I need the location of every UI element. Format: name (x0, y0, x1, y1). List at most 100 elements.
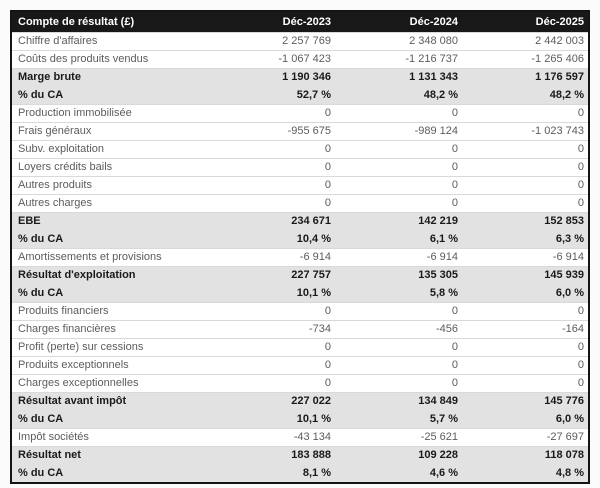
cell-value: 0 (335, 140, 462, 159)
cell-value: 4,8 % (462, 464, 589, 483)
row-label: Autres charges (11, 194, 208, 213)
cell-value: 1 190 346 (208, 68, 335, 87)
income-statement-table: Compte de résultat (£) Déc-2023 Déc-2024… (10, 10, 590, 484)
row-label: % du CA (11, 284, 208, 303)
cell-value: 0 (462, 176, 589, 195)
cell-value: 227 022 (208, 392, 335, 411)
row-label: % du CA (11, 86, 208, 105)
cell-value: -1 023 743 (462, 122, 589, 141)
cell-value: 0 (208, 104, 335, 123)
table-row: % du CA 10,1 % 5,8 % 6,0 % (11, 284, 589, 303)
cell-value: 0 (462, 104, 589, 123)
cell-value: 0 (335, 194, 462, 213)
row-label: Autres produits (11, 176, 208, 195)
cell-value: 0 (335, 158, 462, 177)
cell-value: 1 176 597 (462, 68, 589, 87)
cell-value: -27 697 (462, 428, 589, 447)
table-row: Amortissements et provisions -6 914 -6 914… (11, 248, 589, 267)
table-header-row: Compte de résultat (£) Déc-2023 Déc-2024… (11, 11, 589, 33)
table-body: Chiffre d'affaires 2 257 769 2 348 080 2 44… (11, 32, 589, 483)
row-label: Produits exceptionnels (11, 356, 208, 375)
table-row: Chiffre d'affaires 2 257 769 2 348 080 2 44… (11, 32, 589, 51)
row-label: % du CA (11, 230, 208, 249)
cell-value: 5,7 % (335, 410, 462, 429)
cell-value: 145 939 (462, 266, 589, 285)
cell-value: -6 914 (462, 248, 589, 267)
row-label: Marge brute (11, 68, 208, 87)
cell-value: 2 442 003 (462, 32, 589, 51)
row-label: Résultat d'exploitation (11, 266, 208, 285)
cell-value: 10,4 % (208, 230, 335, 249)
table-header: Compte de résultat (£) Déc-2023 Déc-2024… (11, 11, 589, 33)
cell-value: 109 228 (335, 446, 462, 465)
table-row: Résultat net 183 888 109 228 118 078 (11, 446, 589, 465)
cell-value: 10,1 % (208, 284, 335, 303)
table-row: % du CA 10,1 % 5,7 % 6,0 % (11, 410, 589, 429)
row-label: Production immobilisée (11, 104, 208, 123)
cell-value: 135 305 (335, 266, 462, 285)
row-label: Coûts des produits vendus (11, 50, 208, 69)
cell-value: 0 (462, 194, 589, 213)
cell-value: -1 067 423 (208, 50, 335, 69)
row-label: Amortissements et provisions (11, 248, 208, 267)
cell-value: 0 (335, 374, 462, 393)
cell-value: -6 914 (335, 248, 462, 267)
cell-value: 0 (208, 194, 335, 213)
row-label: Charges financières (11, 320, 208, 339)
table-row: Autres charges 0 0 0 (11, 194, 589, 213)
cell-value: 52,7 % (208, 86, 335, 105)
cell-value: -1 216 737 (335, 50, 462, 69)
cell-value: -456 (335, 320, 462, 339)
column-header-dec-2023: Déc-2023 (208, 11, 335, 33)
table-row: Loyers crédits bails 0 0 0 (11, 158, 589, 177)
table-row: Charges financières -734 -456 -164 (11, 320, 589, 339)
column-header-dec-2025: Déc-2025 (462, 11, 589, 33)
cell-value: 0 (208, 140, 335, 159)
row-label: EBE (11, 212, 208, 231)
cell-value: 5,8 % (335, 284, 462, 303)
cell-value: -43 134 (208, 428, 335, 447)
table-row: Subv. exploitation 0 0 0 (11, 140, 589, 159)
cell-value: 0 (208, 356, 335, 375)
cell-value: -164 (462, 320, 589, 339)
table-row: Produits financiers 0 0 0 (11, 302, 589, 321)
cell-value: 6,0 % (462, 410, 589, 429)
cell-value: 134 849 (335, 392, 462, 411)
table-row: Autres produits 0 0 0 (11, 176, 589, 195)
table-row: Résultat d'exploitation 227 757 135 305 145… (11, 266, 589, 285)
column-header-dec-2024: Déc-2024 (335, 11, 462, 33)
cell-value: 0 (208, 302, 335, 321)
cell-value: 48,2 % (335, 86, 462, 105)
row-label: Produits financiers (11, 302, 208, 321)
table-row: EBE 234 671 142 219 152 853 (11, 212, 589, 231)
cell-value: 0 (208, 176, 335, 195)
cell-value: 145 776 (462, 392, 589, 411)
table-row: % du CA 10,4 % 6,1 % 6,3 % (11, 230, 589, 249)
cell-value: 6,1 % (335, 230, 462, 249)
row-label: Chiffre d'affaires (11, 32, 208, 51)
row-label: Loyers crédits bails (11, 158, 208, 177)
row-label: Profit (perte) sur cessions (11, 338, 208, 357)
row-label: Charges exceptionnelles (11, 374, 208, 393)
table-row: % du CA 52,7 % 48,2 % 48,2 % (11, 86, 589, 105)
cell-value: 2 348 080 (335, 32, 462, 51)
cell-value: 0 (208, 338, 335, 357)
cell-value: 0 (208, 374, 335, 393)
table-row: Charges exceptionnelles 0 0 0 (11, 374, 589, 393)
row-label: Résultat net (11, 446, 208, 465)
cell-value: 0 (462, 374, 589, 393)
cell-value: 0 (335, 356, 462, 375)
cell-value: 0 (335, 302, 462, 321)
table-row: Produits exceptionnels 0 0 0 (11, 356, 589, 375)
cell-value: 0 (462, 140, 589, 159)
cell-value: 0 (462, 302, 589, 321)
row-label: % du CA (11, 464, 208, 483)
cell-value: 0 (335, 176, 462, 195)
row-label: Impôt sociétés (11, 428, 208, 447)
cell-value: 4,6 % (335, 464, 462, 483)
table-row: Résultat avant impôt 227 022 134 849 145 77… (11, 392, 589, 411)
table-row: Frais généraux -955 675 -989 124 -1 023 743 (11, 122, 589, 141)
cell-value: 0 (208, 158, 335, 177)
cell-value: 142 219 (335, 212, 462, 231)
cell-value: -1 265 406 (462, 50, 589, 69)
